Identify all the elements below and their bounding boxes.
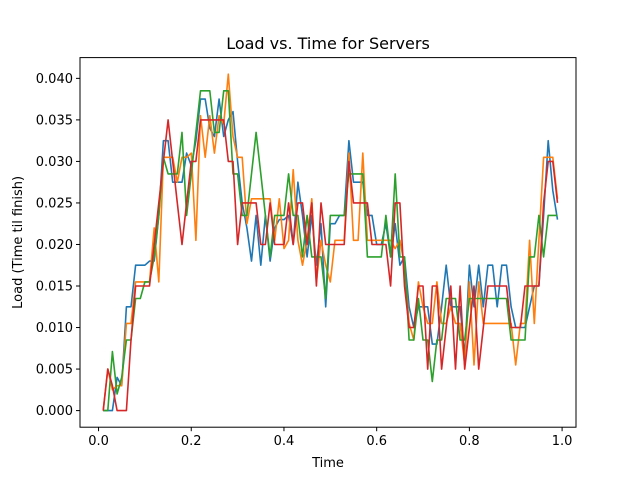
series-line-4 bbox=[102, 119, 559, 412]
x-axis: 0.0 0.2 0.4 0.6 0.8 1.0 bbox=[88, 427, 572, 449]
plot-frame bbox=[79, 57, 577, 428]
x-tick-label: 0.8 bbox=[459, 434, 480, 449]
y-tick-label: 0.030 bbox=[36, 155, 73, 170]
y-axis-label: Load (Time til finish) bbox=[11, 176, 26, 309]
y-tick-label: 0.005 bbox=[36, 363, 73, 378]
y-tick-label: 0.015 bbox=[36, 280, 73, 295]
y-tick-label: 0.020 bbox=[36, 238, 73, 253]
series-line-3 bbox=[103, 90, 558, 412]
y-tick-label: 0.025 bbox=[36, 196, 73, 211]
y-tick-label: 0.000 bbox=[36, 404, 73, 419]
y-tick-label: 0.035 bbox=[36, 113, 73, 128]
y-axis: 0.000 0.005 0.010 0.015 0.020 0.025 0.030 0.035… bbox=[36, 72, 80, 419]
y-tick-label: 0.010 bbox=[36, 321, 73, 336]
series-layer bbox=[102, 73, 559, 412]
x-tick-label: 0.4 bbox=[274, 434, 295, 449]
series-line-2 bbox=[102, 73, 559, 411]
x-axis-label: Time bbox=[311, 456, 344, 471]
x-tick-label: 1.0 bbox=[552, 434, 573, 449]
chart-title: Load vs. Time for Servers bbox=[226, 34, 430, 53]
x-tick-label: 0.2 bbox=[181, 434, 202, 449]
y-tick-label: 0.040 bbox=[36, 72, 73, 87]
x-tick-label: 0.0 bbox=[88, 434, 109, 449]
x-tick-label: 0.6 bbox=[366, 434, 387, 449]
